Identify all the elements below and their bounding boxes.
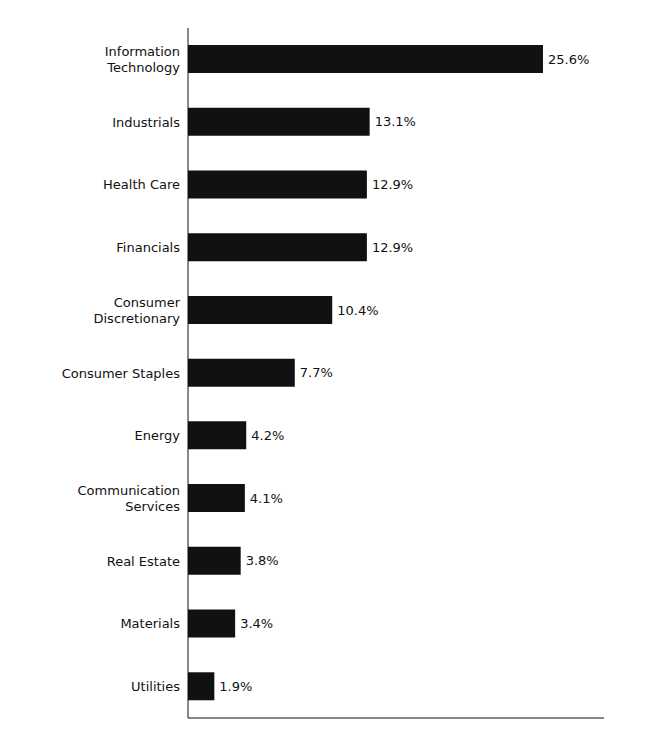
svg-text:3.8%: 3.8% — [246, 553, 279, 568]
svg-text:ConsumerDiscretionary: ConsumerDiscretionary — [93, 295, 180, 326]
svg-text:Consumer Staples: Consumer Staples — [62, 366, 181, 381]
svg-text:12.9%: 12.9% — [372, 177, 413, 192]
svg-text:Utilities: Utilities — [131, 679, 180, 694]
svg-text:InformationTechnology: InformationTechnology — [105, 44, 181, 75]
svg-text:4.2%: 4.2% — [251, 428, 284, 443]
svg-text:Industrials: Industrials — [112, 115, 180, 130]
svg-text:Materials: Materials — [120, 616, 180, 631]
svg-text:1.9%: 1.9% — [219, 679, 252, 694]
svg-text:12.9%: 12.9% — [372, 240, 413, 255]
svg-text:Real Estate: Real Estate — [107, 554, 180, 569]
svg-text:13.1%: 13.1% — [375, 114, 416, 129]
svg-text:25.6%: 25.6% — [548, 52, 589, 67]
svg-text:7.7%: 7.7% — [300, 365, 333, 380]
svg-text:4.1%: 4.1% — [250, 491, 283, 506]
svg-text:Energy: Energy — [134, 428, 180, 443]
svg-text:CommunicationServices: CommunicationServices — [78, 483, 181, 514]
svg-text:10.4%: 10.4% — [337, 303, 378, 318]
svg-text:Financials: Financials — [116, 240, 180, 255]
svg-text:Health Care: Health Care — [103, 177, 180, 192]
svg-text:3.4%: 3.4% — [240, 616, 273, 631]
